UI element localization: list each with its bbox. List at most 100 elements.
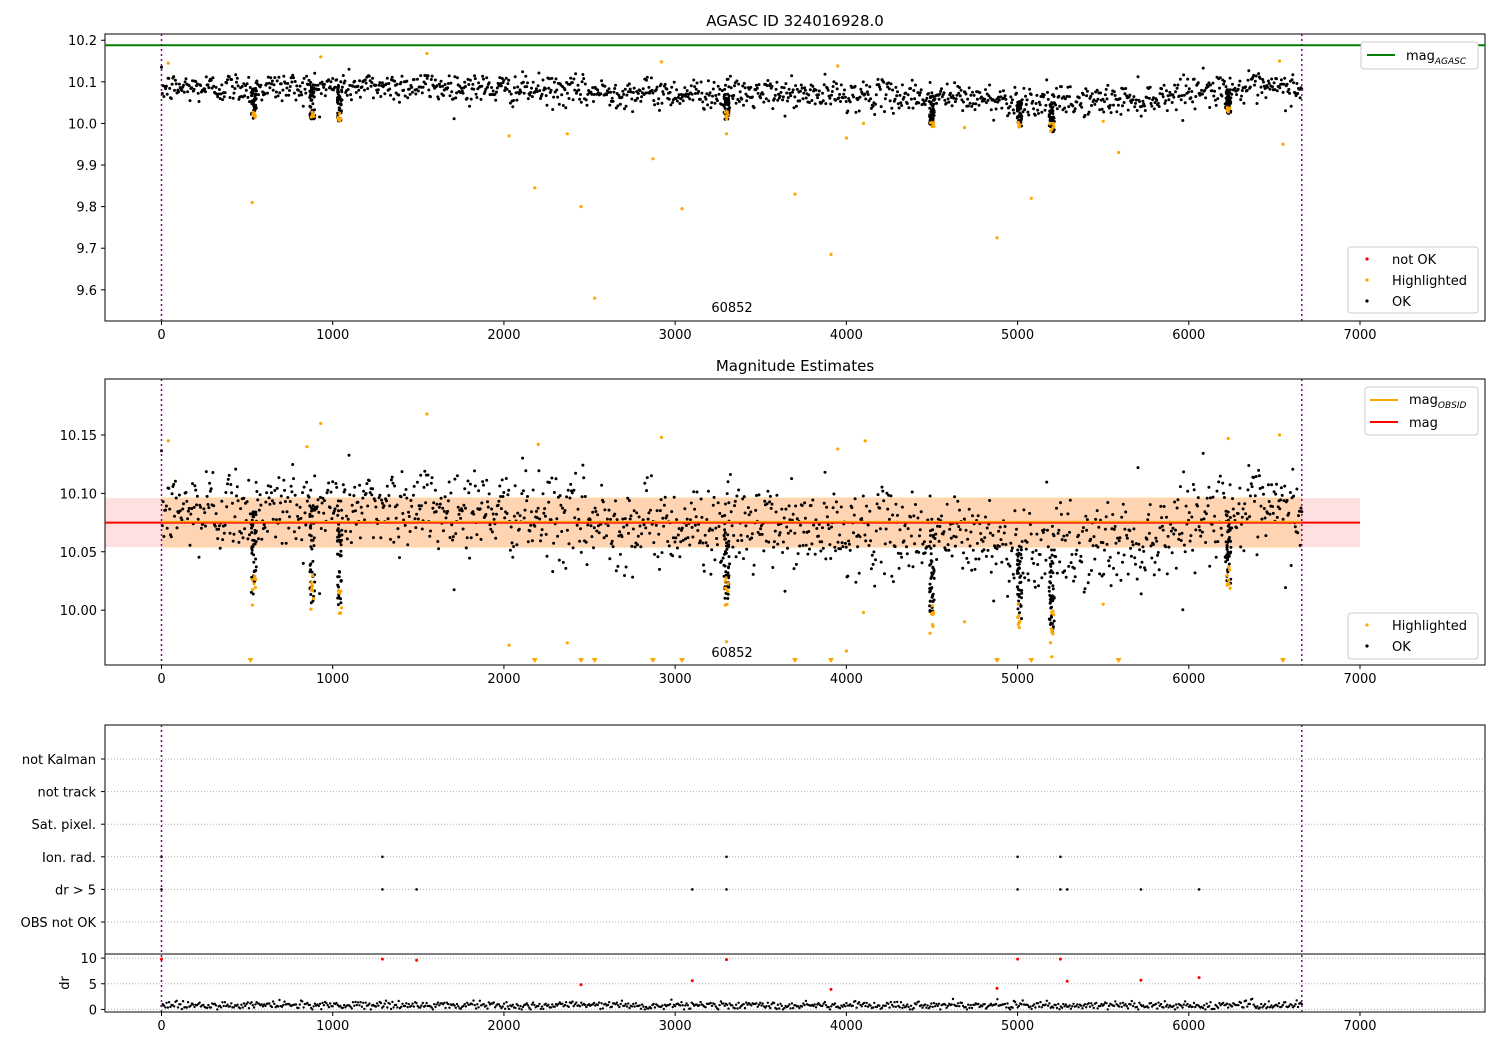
ok-point <box>540 528 544 532</box>
ok-point <box>1177 537 1181 541</box>
ok-point <box>1153 101 1157 105</box>
ok-point <box>1168 90 1172 94</box>
ok-point <box>1273 88 1277 92</box>
dr-point <box>1030 1007 1033 1011</box>
ok-point <box>658 108 661 112</box>
dr-point <box>600 1002 603 1005</box>
ok-point <box>703 533 707 537</box>
ok-point <box>809 504 813 507</box>
ok-point <box>1229 110 1233 114</box>
ok-point <box>848 100 852 104</box>
ok-point <box>1284 586 1287 590</box>
dr-point <box>828 1008 832 1011</box>
ok-point <box>494 98 498 102</box>
dr-point <box>884 1004 887 1007</box>
dr-point <box>775 1007 778 1011</box>
ok-point <box>362 489 366 493</box>
ok-point <box>900 555 904 559</box>
ok-point <box>1010 101 1014 105</box>
ok-point <box>1074 552 1078 556</box>
ok-point <box>715 543 719 547</box>
ok-point <box>434 510 438 514</box>
ok-point <box>1129 554 1133 558</box>
ok-point <box>1135 109 1139 112</box>
ok-point <box>1133 105 1137 109</box>
ok-point <box>720 559 723 563</box>
ok-point <box>603 84 607 88</box>
ok-point <box>280 99 284 103</box>
ok-point <box>1075 100 1079 104</box>
ok-point <box>316 498 320 502</box>
ok-point <box>1060 538 1064 542</box>
ok-point <box>720 89 724 93</box>
ok-point <box>740 97 744 101</box>
ok-point <box>720 514 724 518</box>
dr-point <box>209 1006 213 1009</box>
dr-point <box>731 1004 734 1007</box>
ok-point <box>279 82 283 86</box>
dr-point <box>1284 1001 1287 1004</box>
ok-point <box>216 95 220 99</box>
ok-point <box>656 555 660 559</box>
ok-point <box>1006 114 1010 118</box>
ok-point <box>1196 496 1200 500</box>
ok-point <box>1052 619 1056 623</box>
dr-point <box>283 1000 286 1003</box>
ok-point <box>695 81 699 85</box>
highlighted-point <box>251 110 255 114</box>
ok-point <box>1056 531 1060 535</box>
ok-point <box>248 533 251 537</box>
ok-point <box>188 99 192 103</box>
ok-point <box>471 82 475 86</box>
dr-point <box>643 1008 646 1011</box>
ok-point <box>1112 566 1115 570</box>
dr-point <box>723 1004 726 1008</box>
ok-point <box>271 517 275 521</box>
ok-point <box>803 88 807 92</box>
ok-point <box>336 539 340 543</box>
ok-point <box>311 559 315 563</box>
ok-point <box>727 576 731 580</box>
highlighted-point <box>931 122 935 126</box>
ok-point <box>592 526 596 530</box>
ok-point <box>509 92 513 96</box>
dr-point <box>379 1001 383 1005</box>
ok-point <box>1064 110 1068 114</box>
ok-point <box>734 555 738 559</box>
ok-point <box>959 88 963 92</box>
ok-point <box>984 88 987 92</box>
ok-point <box>535 516 539 520</box>
ok-point <box>737 488 741 492</box>
ok-point <box>233 515 237 519</box>
ok-point <box>847 542 851 546</box>
ok-point <box>854 580 858 584</box>
ok-point <box>435 84 439 88</box>
ok-point <box>575 523 579 527</box>
dr-point <box>487 1001 490 1004</box>
highlighted-point <box>533 186 537 190</box>
ok-point <box>1115 110 1119 114</box>
ok-point <box>977 103 981 107</box>
ok-point <box>707 93 711 97</box>
dr-point <box>1137 1008 1140 1011</box>
ok-point <box>499 495 503 498</box>
ok-point <box>811 84 815 88</box>
ok-point <box>782 86 786 90</box>
ok-point <box>313 508 317 512</box>
ok-point <box>772 540 776 544</box>
ok-point <box>1116 551 1120 555</box>
ok-point <box>1205 496 1209 500</box>
dr-point <box>462 1004 465 1008</box>
ok-point <box>1055 107 1059 111</box>
ok-point <box>846 109 850 113</box>
ok-point <box>689 518 692 522</box>
ok-point <box>621 89 625 93</box>
ok-point <box>605 534 608 538</box>
ok-point <box>1025 540 1029 544</box>
ok-point <box>390 75 394 79</box>
ok-point <box>560 93 564 97</box>
ok-point <box>1022 86 1026 90</box>
ok-point <box>1018 560 1022 563</box>
ok-point <box>1287 87 1291 91</box>
dr-point <box>860 1005 863 1008</box>
